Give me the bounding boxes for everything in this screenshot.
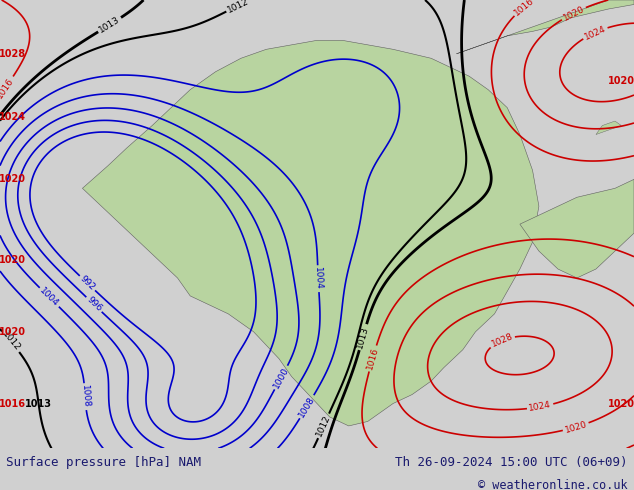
Text: 1020: 1020: [564, 419, 588, 435]
Text: 1020: 1020: [0, 255, 26, 265]
Text: 1013: 1013: [356, 325, 370, 349]
Text: 1020: 1020: [0, 327, 26, 337]
Text: 1016: 1016: [365, 346, 380, 371]
Text: 1004: 1004: [38, 286, 61, 309]
Text: 1016: 1016: [513, 0, 536, 18]
Polygon shape: [596, 121, 621, 135]
Text: 992: 992: [78, 274, 97, 293]
Text: © weatheronline.co.uk: © weatheronline.co.uk: [478, 479, 628, 490]
Text: 1020: 1020: [608, 398, 634, 409]
Polygon shape: [82, 40, 539, 426]
Text: 1028: 1028: [0, 49, 26, 59]
Text: 1000: 1000: [271, 366, 290, 390]
Text: 1013: 1013: [25, 398, 51, 409]
Text: 1020: 1020: [561, 4, 586, 23]
Text: 1024: 1024: [583, 24, 607, 41]
Text: Th 26-09-2024 15:00 UTC (06+09): Th 26-09-2024 15:00 UTC (06+09): [395, 456, 628, 469]
Text: 1024: 1024: [0, 112, 26, 122]
Text: 1004: 1004: [313, 267, 323, 290]
Text: 1012: 1012: [0, 330, 22, 353]
Text: 1016: 1016: [0, 75, 16, 99]
Text: 1012: 1012: [226, 0, 250, 15]
Text: 1020: 1020: [608, 75, 634, 86]
Polygon shape: [456, 0, 634, 54]
Text: 1008: 1008: [297, 394, 316, 419]
Text: 996: 996: [84, 295, 103, 314]
Text: 1024: 1024: [528, 400, 552, 413]
Text: 1020: 1020: [0, 174, 26, 184]
Text: 1028: 1028: [489, 332, 514, 349]
Text: 1012: 1012: [315, 414, 332, 438]
Polygon shape: [520, 179, 634, 278]
Text: Surface pressure [hPa] NAM: Surface pressure [hPa] NAM: [6, 456, 202, 469]
Text: 1016: 1016: [0, 398, 26, 409]
Text: 1008: 1008: [80, 385, 91, 409]
Text: 1013: 1013: [98, 15, 122, 35]
